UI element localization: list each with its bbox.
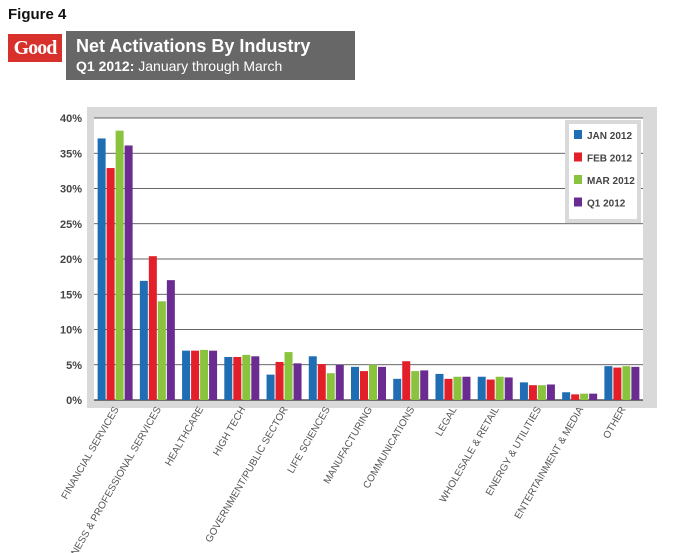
good-logo: Good bbox=[8, 34, 62, 62]
y-tick-label: 35% bbox=[60, 148, 82, 160]
bar bbox=[537, 385, 546, 400]
bar bbox=[411, 371, 420, 400]
bar bbox=[209, 350, 218, 400]
bar bbox=[486, 379, 495, 400]
bar bbox=[622, 366, 631, 400]
legend-swatch bbox=[574, 130, 582, 139]
bar bbox=[200, 349, 209, 400]
y-tick-label: 20% bbox=[60, 254, 82, 266]
y-tick-label: 5% bbox=[66, 360, 82, 372]
bar bbox=[233, 356, 242, 400]
y-tick-label: 25% bbox=[60, 219, 82, 231]
bar bbox=[495, 376, 504, 400]
bar bbox=[224, 356, 233, 400]
bar bbox=[351, 366, 359, 400]
legend-label: FEB 2012 bbox=[587, 154, 632, 165]
y-tick-label: 30% bbox=[60, 184, 82, 196]
bar bbox=[402, 361, 411, 400]
y-tick-label: 15% bbox=[60, 289, 82, 301]
bar bbox=[97, 138, 106, 400]
bar bbox=[631, 366, 640, 400]
legend-label: JAN 2012 bbox=[587, 131, 632, 142]
y-tick-label: 10% bbox=[60, 325, 82, 337]
bar bbox=[139, 280, 148, 400]
bar bbox=[589, 393, 598, 400]
bar bbox=[393, 378, 402, 400]
bar bbox=[166, 280, 175, 400]
legend-label: MAR 2012 bbox=[587, 176, 635, 187]
bar bbox=[326, 373, 335, 400]
x-tick-label: LIFE SCIENCES bbox=[286, 405, 333, 476]
bar bbox=[580, 393, 589, 400]
x-tick-label: LEGAL bbox=[434, 405, 460, 439]
bar bbox=[360, 371, 368, 400]
bar bbox=[435, 373, 444, 400]
chart-title: Net Activations By Industry bbox=[76, 36, 311, 56]
title-banner: Net Activations By Industry Q1 2012: Jan… bbox=[66, 31, 355, 80]
y-tick-label: 0% bbox=[66, 395, 82, 407]
subtitle-period: Q1 2012: bbox=[76, 58, 135, 74]
bar bbox=[182, 350, 191, 400]
bar bbox=[378, 366, 386, 400]
x-tick-label: HEALTHCARE bbox=[163, 405, 206, 468]
chart-subtitle: Q1 2012: January through March bbox=[76, 58, 282, 74]
figure-label: Figure 4 bbox=[8, 6, 67, 23]
x-tick-label: GOVERNMENT/PUBLIC SECTOR bbox=[204, 405, 291, 545]
bar bbox=[604, 366, 613, 400]
bar bbox=[562, 392, 571, 400]
legend-swatch bbox=[574, 197, 582, 207]
subtitle-range: January through March bbox=[134, 58, 283, 74]
bar bbox=[462, 376, 471, 400]
legend-swatch bbox=[574, 175, 582, 184]
bar bbox=[453, 376, 462, 400]
bar bbox=[477, 376, 486, 400]
y-tick-label: 40% bbox=[60, 113, 82, 125]
bar bbox=[293, 363, 302, 400]
bar bbox=[124, 145, 133, 400]
legend-label: Q1 2012 bbox=[587, 199, 626, 210]
bar bbox=[613, 367, 622, 400]
bar bbox=[191, 350, 200, 400]
bar bbox=[571, 394, 580, 400]
bar bbox=[519, 382, 528, 400]
x-tick-label: OTHER bbox=[601, 405, 628, 441]
bar bbox=[266, 374, 275, 400]
bar bbox=[148, 256, 157, 400]
bar bbox=[528, 385, 537, 400]
bar bbox=[546, 384, 555, 400]
bar bbox=[251, 356, 260, 400]
bar bbox=[420, 370, 429, 400]
x-tick-label: HIGH TECH bbox=[211, 405, 248, 458]
bar bbox=[284, 352, 293, 400]
bar bbox=[317, 364, 326, 400]
bar bbox=[369, 364, 377, 400]
bar bbox=[106, 168, 115, 400]
legend-swatch bbox=[574, 152, 582, 162]
bar bbox=[115, 130, 124, 400]
bar bbox=[308, 356, 317, 400]
bar bbox=[242, 354, 251, 400]
bar bbox=[157, 301, 166, 400]
bar bbox=[504, 377, 513, 400]
bar bbox=[275, 361, 284, 400]
bar bbox=[335, 364, 344, 400]
bar bbox=[444, 378, 453, 400]
